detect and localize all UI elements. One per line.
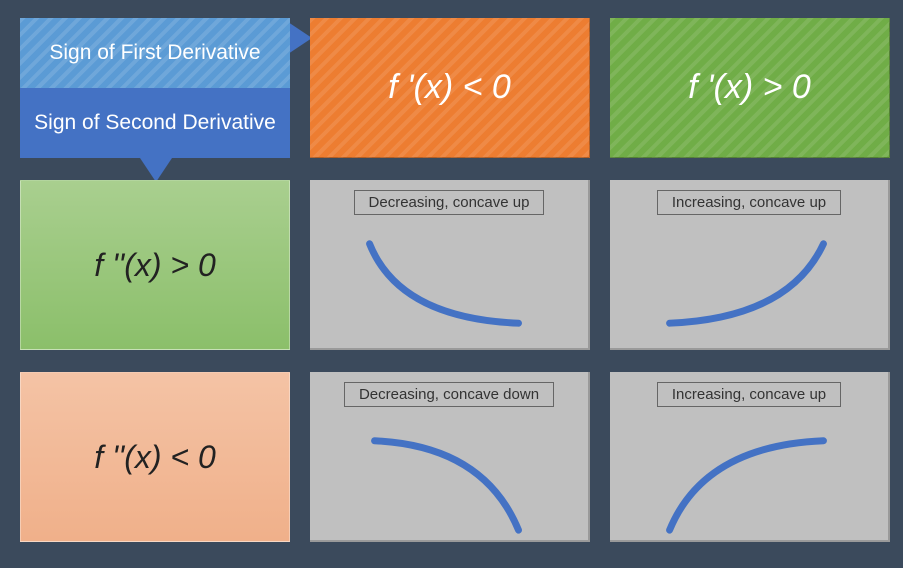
curve-svg: [310, 219, 588, 348]
cell-dec-concave-up: Decreasing, concave up: [310, 180, 590, 350]
curve-label: Increasing, concave up: [657, 382, 841, 407]
arrow-right-icon: [288, 22, 312, 54]
row-header-positive: f ''(x) > 0: [20, 180, 290, 350]
cell-inc-concave-up: Increasing, concave up: [610, 180, 890, 350]
column-label-positive: f '(x) > 0: [688, 68, 811, 107]
curve-path: [375, 441, 519, 530]
curve-label: Decreasing, concave down: [344, 382, 554, 407]
row-header-negative: f ''(x) < 0: [20, 372, 290, 542]
header-first-derivative: Sign of First Derivative: [20, 18, 290, 88]
curve-label: Decreasing, concave up: [354, 190, 545, 215]
curve-svg: [610, 411, 888, 540]
header-cell: Sign of First Derivative Sign of Second …: [20, 18, 290, 158]
curve-path: [370, 244, 519, 323]
row-label-negative: f ''(x) < 0: [94, 439, 216, 476]
derivative-grid: Sign of First Derivative Sign of Second …: [20, 18, 883, 550]
row-label-positive: f ''(x) > 0: [94, 247, 216, 284]
header-second-derivative: Sign of Second Derivative: [20, 88, 290, 158]
arrow-down-icon: [140, 158, 172, 182]
curve-svg: [310, 411, 588, 540]
column-header-negative: f '(x) < 0: [310, 18, 590, 158]
column-label-negative: f '(x) < 0: [388, 68, 511, 107]
curve-label: Increasing, concave up: [657, 190, 841, 215]
cell-inc-concave-down: Increasing, concave up: [610, 372, 890, 542]
curve-path: [670, 441, 824, 530]
curve-path: [670, 244, 824, 323]
column-header-positive: f '(x) > 0: [610, 18, 890, 158]
cell-dec-concave-down: Decreasing, concave down: [310, 372, 590, 542]
curve-svg: [610, 219, 888, 348]
